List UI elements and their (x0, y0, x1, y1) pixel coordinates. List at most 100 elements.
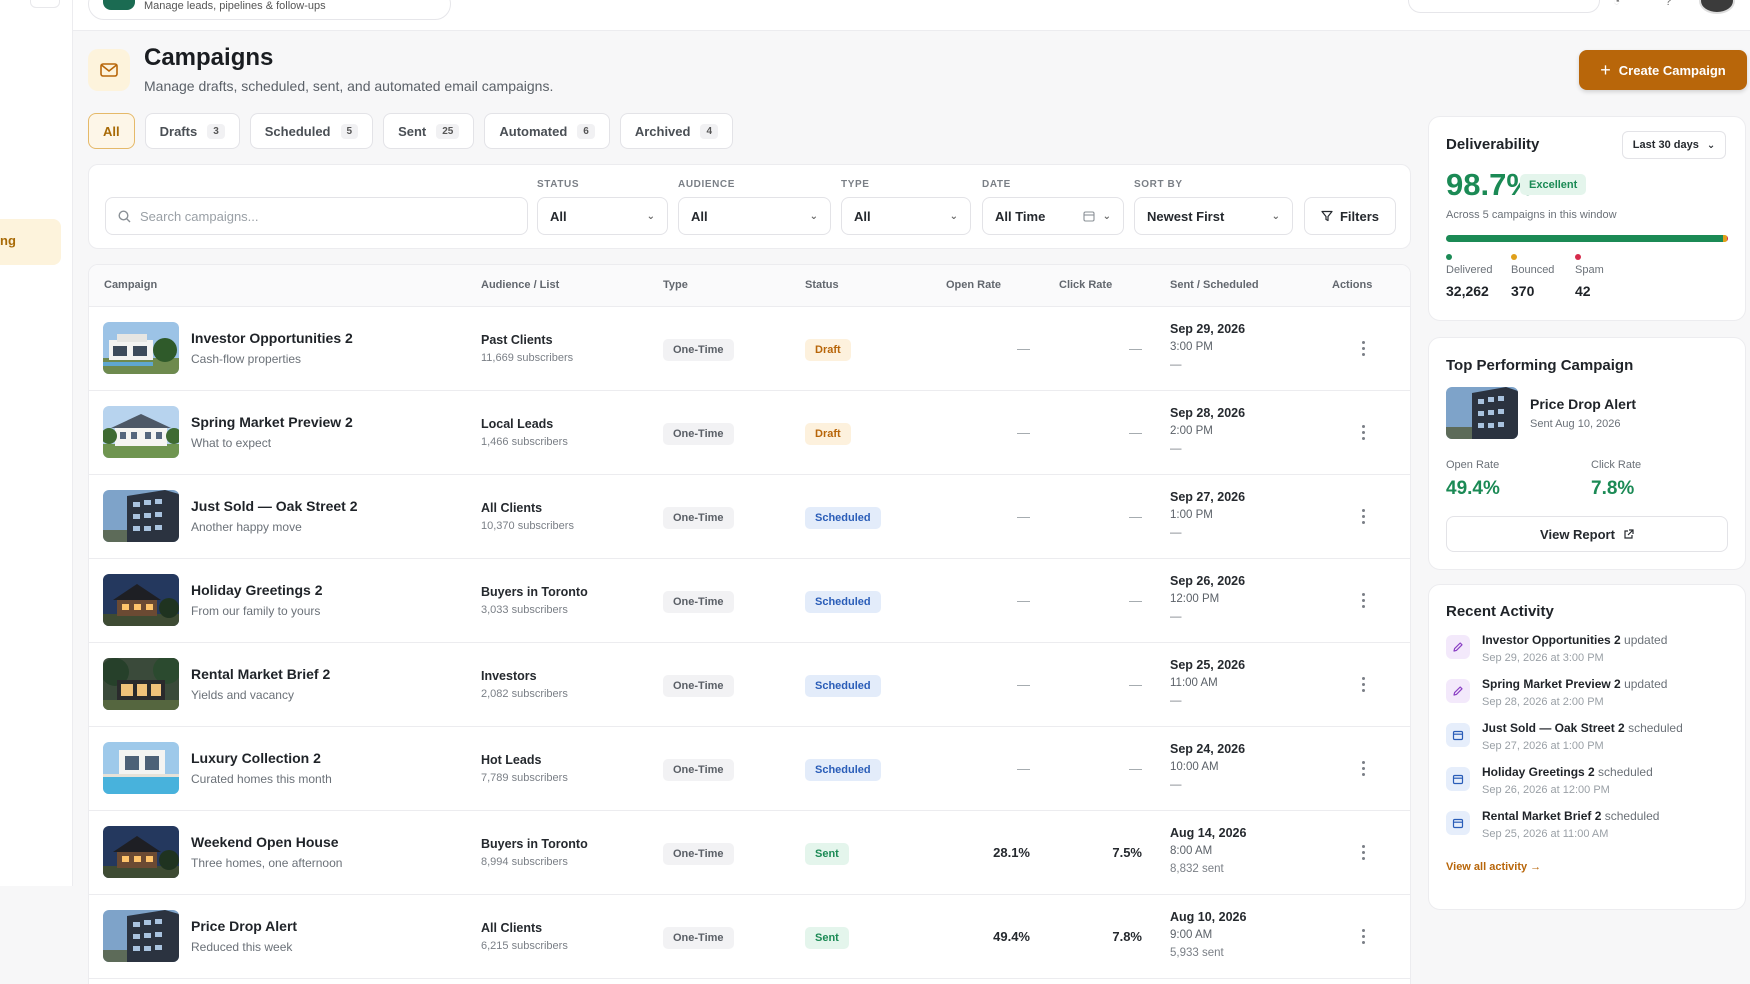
filters-button[interactable]: Filters (1304, 197, 1396, 235)
left-rail: ng (0, 0, 73, 984)
activity-item[interactable]: Holiday Greetings 2 scheduled Sep 26, 20… (1446, 765, 1736, 809)
click-rate: 7.8% (1112, 929, 1142, 944)
col-type[interactable]: Type (663, 279, 688, 291)
rail-toggle-button[interactable] (30, 0, 60, 8)
table-row[interactable]: Price Drop Alert Reduced this week All C… (89, 895, 1410, 979)
col-click-rate[interactable]: Click Rate (1059, 279, 1113, 291)
sent-time: 1:00 PM (1170, 509, 1213, 521)
campaign-name[interactable]: Spring Market Preview 2 (191, 414, 353, 430)
chevron-down-icon: ⌄ (1102, 210, 1111, 222)
row-actions-menu-icon[interactable] (1355, 421, 1371, 443)
tab-count: 5 (340, 123, 359, 139)
type-filter-select[interactable]: All ⌄ (841, 197, 971, 235)
date-filter-select[interactable]: All Time ⌄ (982, 197, 1124, 235)
activity-campaign: Holiday Greetings 2 (1482, 765, 1595, 779)
row-actions-menu-icon[interactable] (1355, 337, 1371, 359)
tab-label: Drafts (159, 123, 198, 139)
status-filter-select[interactable]: All ⌄ (537, 197, 668, 235)
view-report-button[interactable]: View Report (1446, 516, 1728, 552)
mail-icon (88, 49, 130, 91)
deliverability-rate: 98.7% (1446, 167, 1534, 202)
global-search[interactable] (1408, 0, 1600, 13)
audience-filter-value: All (691, 208, 708, 224)
calendar-icon (1446, 767, 1470, 791)
activity-item[interactable]: Investor Opportunities 2 updated Sep 29,… (1446, 633, 1736, 677)
row-actions-menu-icon[interactable] (1355, 757, 1371, 779)
table-row[interactable]: Luxury Collection 2 Curated homes this m… (89, 727, 1410, 811)
tab-sent[interactable]: Sent 25 (383, 113, 475, 149)
audience-filter-select[interactable]: All ⌄ (678, 197, 831, 235)
sent-time: 2:00 PM (1170, 425, 1213, 437)
sent-count: — (1170, 359, 1182, 371)
activity-item[interactable]: Just Sold — Oak Street 2 scheduled Sep 2… (1446, 721, 1736, 765)
audience-name: Buyers in Toronto (481, 585, 588, 599)
calendar-icon (1083, 211, 1095, 222)
tab-automated[interactable]: Automated 6 (484, 113, 610, 149)
table-row[interactable]: Weekend Open House Three homes, one afte… (89, 811, 1410, 895)
col-open-rate[interactable]: Open Rate (946, 279, 1002, 291)
row-actions-menu-icon[interactable] (1355, 505, 1371, 527)
row-actions-menu-icon[interactable] (1355, 841, 1371, 863)
campaign-name[interactable]: Weekend Open House (191, 834, 339, 850)
campaign-thumbnail (103, 490, 179, 542)
user-avatar[interactable] (1699, 0, 1735, 14)
search-input[interactable] (140, 208, 510, 224)
table-row[interactable]: Rental Market Brief 2 Yields and vacancy… (89, 643, 1410, 727)
tab-archived[interactable]: Archived 4 (619, 113, 734, 149)
click-rate: — (1129, 677, 1142, 692)
campaign-name[interactable]: Investor Opportunities 2 (191, 330, 353, 346)
row-actions-menu-icon[interactable] (1355, 673, 1371, 695)
audience-subscribers: 6,215 subscribers (481, 940, 568, 952)
deliverability-subtitle: Across 5 campaigns in this window (1446, 209, 1617, 221)
create-campaign-button[interactable]: + Create Campaign (1579, 50, 1747, 90)
tab-scheduled[interactable]: Scheduled 5 (249, 113, 374, 149)
activity-text: Holiday Greetings 2 scheduled (1482, 765, 1653, 779)
type-badge: One-Time (663, 507, 734, 529)
campaign-name[interactable]: Price Drop Alert (191, 918, 298, 934)
campaign-name[interactable]: Just Sold — Oak Street 2 (191, 498, 358, 514)
status-badge: Sent (805, 927, 849, 949)
period-select[interactable]: Last 30 days ⌄ (1622, 131, 1726, 159)
table-row[interactable]: Just Sold — Oak Street 2 Another happy m… (89, 475, 1410, 559)
col-campaign[interactable]: Campaign (104, 279, 158, 291)
table-row[interactable]: Holiday Greetings 2 From our family to y… (89, 559, 1410, 643)
click-rate: — (1129, 593, 1142, 608)
row-actions-menu-icon[interactable] (1355, 589, 1371, 611)
view-all-activity-link[interactable]: View all activity → (1446, 861, 1542, 873)
top-campaign-name[interactable]: Price Drop Alert (1530, 396, 1637, 412)
campaign-name[interactable]: Rental Market Brief 2 (191, 666, 331, 682)
tab-all[interactable]: All (88, 113, 135, 149)
table-row[interactable]: Investor Opportunities 2 Cash-flow prope… (89, 307, 1410, 391)
campaign-name[interactable]: Luxury Collection 2 (191, 750, 321, 766)
activity-item[interactable]: Spring Market Preview 2 updated Sep 28, … (1446, 677, 1736, 721)
col-audience[interactable]: Audience / List (481, 279, 560, 291)
audience-name: All Clients (481, 921, 543, 935)
help-icon[interactable]: ? (1665, 0, 1672, 8)
campaign-thumbnail (103, 910, 179, 962)
bounced-segment (1723, 235, 1727, 242)
sort-select[interactable]: Newest First ⌄ (1134, 197, 1293, 235)
audience-name: Investors (481, 669, 537, 683)
activity-verb: updated (1624, 633, 1668, 647)
bell-icon[interactable]: ◔ (1613, 0, 1621, 8)
campaign-description: Yields and vacancy (191, 688, 294, 702)
tab-drafts[interactable]: Drafts 3 (144, 113, 240, 149)
col-sent-scheduled[interactable]: Sent / Scheduled (1170, 279, 1259, 291)
tab-label: Scheduled (264, 123, 331, 139)
rail-nav-item-active[interactable]: ng (0, 219, 61, 265)
campaign-search[interactable] (105, 197, 528, 235)
spam-segment (1726, 235, 1728, 242)
activity-item[interactable]: Rental Market Brief 2 scheduled Sep 25, … (1446, 809, 1736, 853)
search-icon (118, 209, 131, 222)
row-actions-menu-icon[interactable] (1355, 925, 1371, 947)
activity-time: Sep 25, 2026 at 11:00 AM (1482, 828, 1609, 840)
table-row[interactable]: Spring Market Preview 2 What to expect L… (89, 391, 1410, 475)
rail-nav-item-label: ng (0, 233, 16, 248)
col-status[interactable]: Status (805, 279, 839, 291)
sent-count: — (1170, 443, 1182, 455)
sent-count: 8,832 sent (1170, 863, 1224, 875)
open-rate: — (1017, 677, 1030, 692)
campaign-thumbnail (103, 574, 179, 626)
campaign-name[interactable]: Holiday Greetings 2 (191, 582, 323, 598)
campaign-thumbnail (103, 826, 179, 878)
